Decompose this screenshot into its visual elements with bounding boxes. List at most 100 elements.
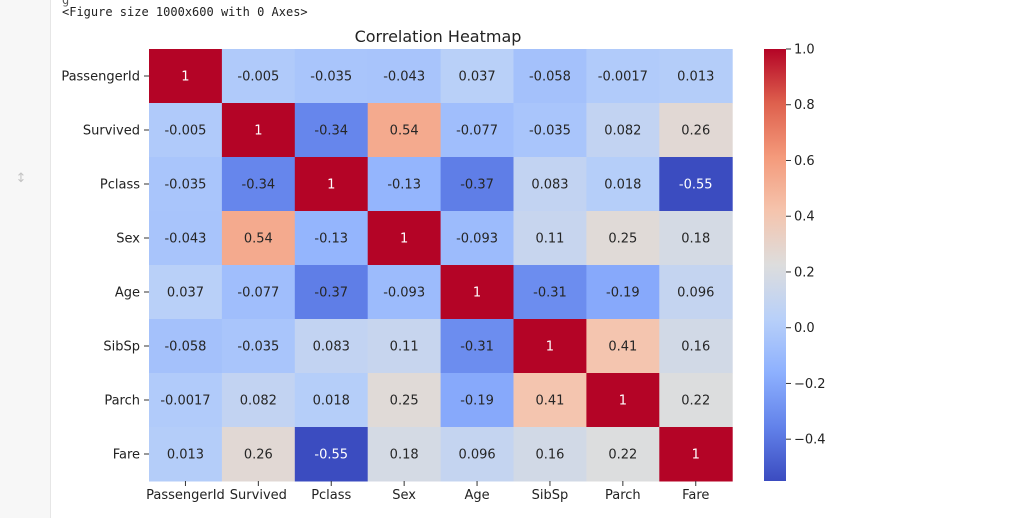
cell-label-1-7: 0.26 [681, 124, 710, 139]
x-tick-labels: PassengerId Survived Pclass Sex Age SibSp Parc… [146, 481, 709, 503]
cell-label-7-6: 0.22 [608, 448, 637, 463]
cell-label-0-2: -0.035 [310, 70, 352, 85]
y-tick-label-7: Fare [113, 448, 140, 463]
cell-label-3-2: -0.13 [314, 232, 348, 247]
colorbar-tick-label-7: −0.4 [794, 433, 826, 448]
heatmap-cells: 1 -0.005 -0.035 -0.043 0.037 -0.058 -0.0017 0.0… [149, 49, 733, 482]
cell-label-0-1: -0.005 [237, 70, 279, 85]
cell-5-5 [513, 319, 587, 374]
cell-label-6-5: 0.41 [535, 394, 564, 409]
cell-label-6-7: 0.22 [681, 394, 710, 409]
cell-label-3-4: -0.093 [456, 232, 498, 247]
cell-label-2-0: -0.035 [164, 178, 206, 193]
cell-7-1 [221, 427, 296, 482]
cell-gutter: ↕ [0, 0, 51, 518]
cell-0-6 [586, 49, 660, 104]
cell-1-7 [659, 103, 733, 158]
cell-7-5 [513, 427, 587, 482]
y-tick-label-5: SibSp [103, 340, 140, 355]
x-tick-label-7: Fare [682, 488, 709, 503]
cell-label-0-6: -0.0017 [598, 70, 648, 85]
cell-label-3-7: 0.18 [681, 232, 710, 247]
y-tick-label-6: Parch [104, 394, 140, 409]
x-tick-label-5: SibSp [532, 488, 569, 503]
cell-label-7-3: 0.18 [390, 448, 419, 463]
output-toggle-icon[interactable]: ↕ [15, 171, 27, 186]
cell-5-1 [221, 319, 296, 374]
cell-3-5 [513, 211, 587, 266]
y-tick-label-0: PassengerId [61, 70, 140, 85]
x-tick-label-4: Age [464, 488, 489, 503]
cell-label-4-6: -0.19 [606, 286, 640, 301]
cell-label-1-4: -0.077 [456, 124, 498, 139]
cell-label-5-3: 0.11 [390, 340, 419, 355]
cell-1-0 [149, 103, 223, 158]
cell-label-2-4: -0.37 [460, 178, 494, 193]
cell-3-2 [294, 211, 369, 266]
cell-label-4-0: 0.037 [167, 286, 204, 301]
cell-4-3 [367, 265, 442, 320]
cell-label-5-6: 0.41 [608, 340, 637, 355]
x-tick-label-0: PassengerId [146, 488, 225, 503]
cell-0-7 [659, 49, 733, 104]
cell-4-7 [659, 265, 733, 320]
cell-7-7 [659, 427, 733, 482]
cell-5-2 [294, 319, 369, 374]
cell-6-1 [221, 373, 296, 428]
cell-label-6-0: -0.0017 [160, 394, 210, 409]
cell-7-4 [440, 427, 514, 482]
cell-label-0-3: -0.043 [383, 70, 425, 85]
cell-label-0-4: 0.037 [458, 70, 495, 85]
cell-7-0 [149, 427, 223, 482]
cell-2-1 [221, 157, 296, 212]
cell-label-4-7: 0.096 [677, 286, 714, 301]
cell-2-0 [149, 157, 223, 212]
cell-label-7-4: 0.096 [458, 448, 495, 463]
cell-label-1-2: -0.34 [314, 124, 348, 139]
cell-label-0-0: 1 [181, 70, 189, 85]
cell-label-3-1: 0.54 [244, 232, 273, 247]
cell-2-5 [513, 157, 587, 212]
cell-label-4-3: -0.093 [383, 286, 425, 301]
cell-7-2 [294, 427, 369, 482]
cell-label-5-5: 1 [546, 340, 554, 355]
cell-2-6 [586, 157, 660, 212]
cell-label-7-0: 0.013 [167, 448, 204, 463]
cell-7-6 [586, 427, 660, 482]
cell-label-3-6: 0.25 [608, 232, 637, 247]
cell-label-4-5: -0.31 [533, 286, 567, 301]
cell-0-1 [221, 49, 296, 104]
cell-0-2 [294, 49, 369, 104]
cell-label-6-6: 1 [619, 394, 627, 409]
figure-size-output: <Figure size 1000x600 with 0 Axes> [62, 5, 308, 19]
cell-6-2 [294, 373, 369, 428]
colorbar-tick-label-1: 0.8 [794, 98, 815, 113]
cell-3-7 [659, 211, 733, 266]
cell-label-4-1: -0.077 [237, 286, 279, 301]
x-tick-label-1: Survived [230, 488, 287, 503]
cell-label-1-3: 0.54 [390, 124, 419, 139]
cell-6-6 [586, 373, 660, 428]
cell-2-7 [659, 157, 733, 212]
cell-label-1-0: -0.005 [164, 124, 206, 139]
y-tick-label-4: Age [115, 286, 140, 301]
cell-1-4 [440, 103, 514, 158]
x-tick-label-2: Pclass [311, 488, 351, 503]
cell-5-7 [659, 319, 733, 374]
cell-7-3 [367, 427, 442, 482]
cell-label-6-3: 0.25 [390, 394, 419, 409]
colorbar-tick-label-6: −0.2 [794, 377, 826, 392]
cell-label-5-1: -0.035 [237, 340, 279, 355]
cell-0-3 [367, 49, 442, 104]
cell-1-3 [367, 103, 442, 158]
cell-label-7-1: 0.26 [244, 448, 273, 463]
x-tick-label-3: Sex [392, 488, 416, 503]
cell-label-5-2: 0.083 [313, 340, 350, 355]
cell-4-2 [294, 265, 369, 320]
colorbar-tick-label-0: 1.0 [794, 43, 815, 58]
cell-5-6 [586, 319, 660, 374]
cell-label-7-2: -0.55 [314, 448, 348, 463]
cell-4-5 [513, 265, 587, 320]
cell-5-3 [367, 319, 442, 374]
